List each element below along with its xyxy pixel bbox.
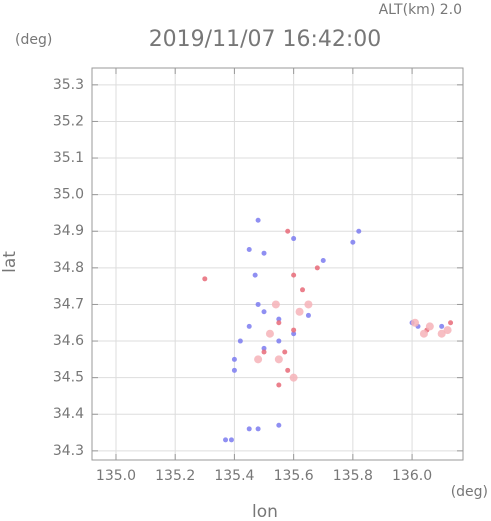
y-tick-label: 35.1	[53, 150, 84, 166]
echo-point	[246, 426, 252, 432]
echo-point	[231, 356, 237, 362]
echo-point	[437, 329, 446, 338]
echo-point	[246, 247, 252, 253]
x-tick-label: 136.0	[392, 468, 432, 484]
echo-point	[255, 426, 261, 432]
echo-point	[320, 258, 326, 264]
echo-point	[246, 323, 252, 329]
altitude-label: ALT(km) 2.0	[379, 2, 462, 18]
echo-point	[202, 276, 208, 282]
echo-point	[276, 338, 282, 344]
echo-point	[443, 326, 452, 335]
echo-point	[291, 331, 297, 337]
echo-point	[350, 239, 356, 245]
echo-point	[271, 300, 280, 309]
echo-point	[291, 236, 297, 242]
y-tick-label: 35.2	[53, 113, 84, 129]
echo-point	[295, 307, 304, 316]
echo-point	[314, 265, 320, 271]
x-unit: (deg)	[451, 484, 488, 500]
echo-point	[285, 367, 291, 373]
y-tick-label: 34.7	[53, 296, 84, 312]
x-tick-label: 135.6	[274, 468, 314, 484]
echo-point	[304, 300, 313, 309]
echo-point	[237, 338, 243, 344]
echo-point	[282, 349, 288, 355]
echo-point	[285, 228, 291, 234]
y-axis-label: lat	[0, 251, 20, 273]
echo-point	[289, 373, 298, 382]
echo-point	[291, 327, 297, 333]
y-tick-label: 34.4	[53, 406, 84, 422]
plot-frame	[91, 67, 464, 461]
echo-point	[274, 355, 283, 364]
echo-point	[276, 422, 282, 428]
echo-point	[252, 272, 258, 278]
chart-title: 2019/11/07 16:42:00	[149, 27, 382, 52]
x-tick-label: 135.2	[155, 468, 195, 484]
y-tick-label: 34.5	[53, 370, 84, 386]
y-unit: (deg)	[15, 32, 52, 48]
echo-point	[261, 309, 267, 315]
echo-point	[448, 320, 454, 326]
y-tick-label: 34.3	[53, 443, 84, 459]
echo-point	[419, 329, 428, 338]
x-tick-label: 135.8	[333, 468, 373, 484]
echo-point	[261, 345, 267, 351]
echo-point	[223, 437, 229, 443]
y-tick-label: 34.8	[53, 260, 84, 276]
echo-point	[291, 272, 297, 278]
x-tick-label: 135.0	[96, 468, 136, 484]
echo-point	[255, 301, 261, 307]
echo-point	[276, 320, 282, 326]
y-tick-label: 35.0	[53, 187, 84, 203]
echo-point	[231, 367, 237, 373]
x-axis-label: lon	[252, 502, 278, 521]
echo-point	[425, 322, 434, 331]
echo-point	[228, 437, 234, 443]
echo-point	[356, 228, 362, 234]
echo-point	[265, 329, 274, 338]
echo-point	[276, 316, 282, 322]
y-tick-label: 34.6	[53, 333, 84, 349]
echo-point	[261, 250, 267, 256]
echo-point	[255, 217, 261, 223]
echo-point	[254, 355, 263, 364]
echo-point	[305, 312, 311, 318]
echo-point	[300, 287, 306, 293]
x-tick-label: 135.4	[214, 468, 254, 484]
echo-point	[439, 323, 445, 329]
echo-point	[411, 318, 420, 327]
echo-point	[276, 382, 282, 388]
y-tick-label: 34.9	[53, 223, 84, 239]
echo-point	[261, 349, 267, 355]
y-tick-label: 35.3	[53, 77, 84, 93]
